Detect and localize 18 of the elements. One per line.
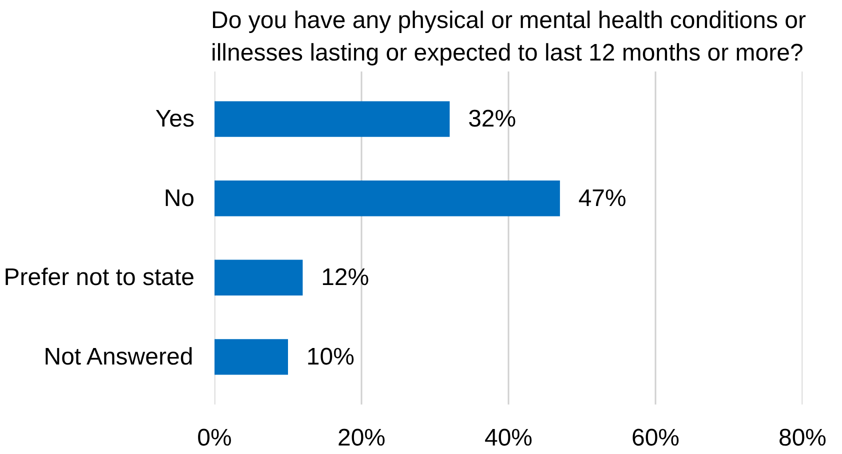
data-label: 47% [578,184,626,212]
data-label: 32% [468,106,516,133]
data-label: 10% [306,343,354,370]
y-tick-label: No [164,184,195,212]
bar [214,180,560,216]
y-tick-label: Not Answered [44,343,194,370]
y-tick-label: Prefer not to state [4,264,195,292]
data-label: 12% [321,264,370,292]
x-tick-label: 40% [484,424,533,452]
x-tick-label: 20% [337,424,386,452]
x-tick-label: 0% [197,424,232,452]
bar [214,101,450,137]
x-tick-label: 80% [778,424,827,452]
x-tick-label: 60% [631,424,680,452]
bar [214,339,288,375]
chart-title: Do you have any physical or mental health conditions or illnesses lasting or expected to last 12 months or more? [210,7,806,66]
bar [214,260,303,296]
y-tick-label: Yes [155,106,195,133]
